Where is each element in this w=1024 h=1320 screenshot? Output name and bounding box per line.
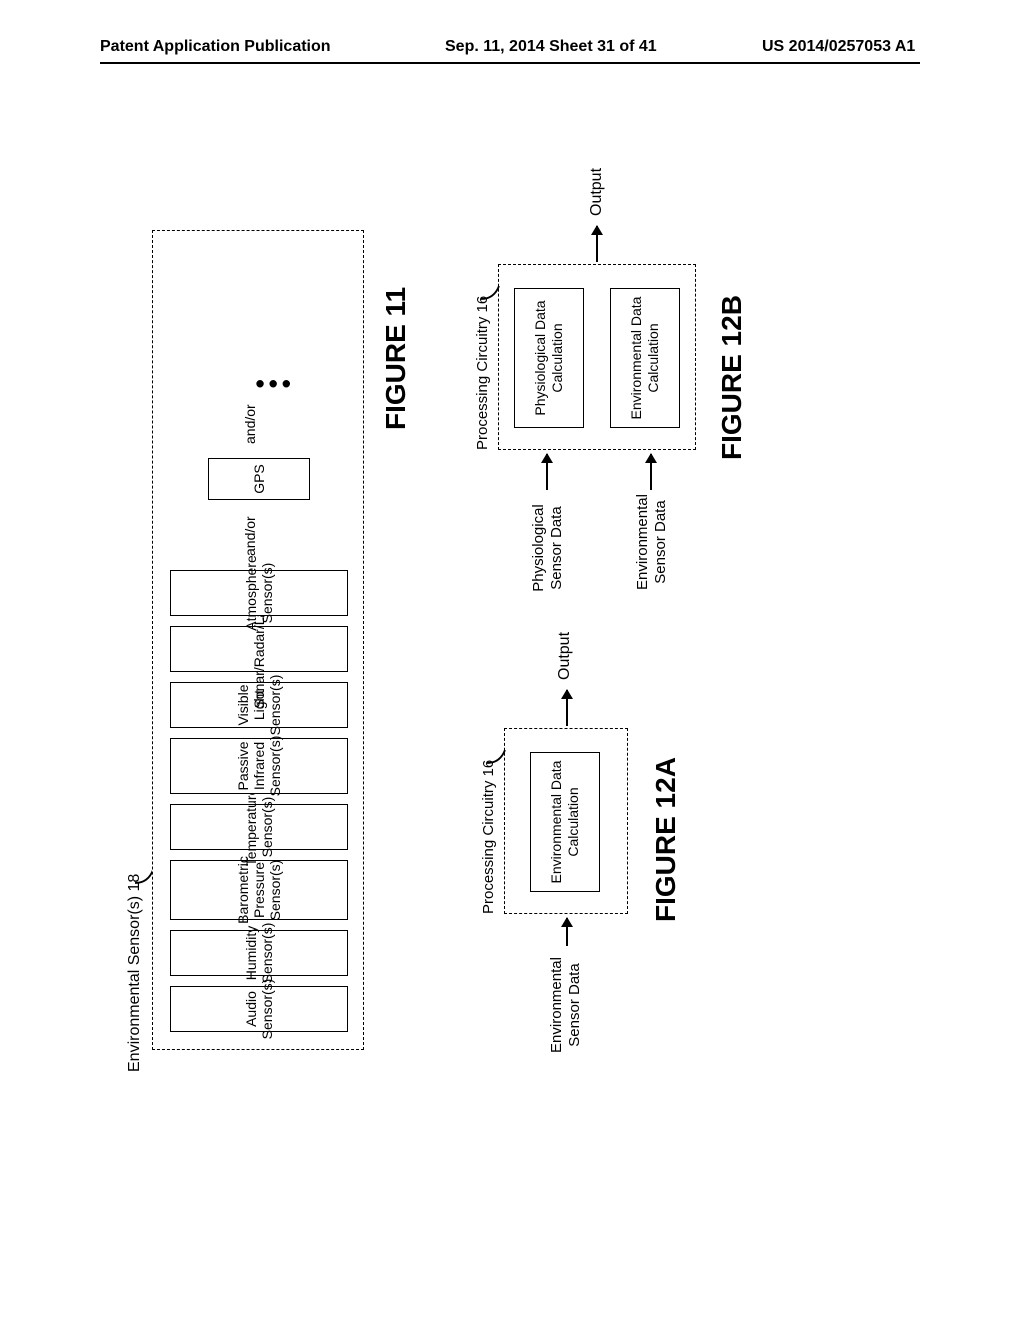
fig11-caption: FIGURE 11 [380,287,412,430]
page: Patent Application Publication Sep. 11, … [0,0,1024,1320]
f12b-input2-label: Environmental Sensor Data [634,484,670,600]
sensor-humidity: Humidity Sensor(s) [170,930,348,976]
fig11-andor-1: and/or [242,516,258,556]
f12a-proc-title: Processing Circuitry 16 [480,760,497,914]
f12b-arrow-in-2 [650,454,652,490]
f12a-calc-box: Environmental Data Calculation [530,752,600,892]
figure-11: Environmental Sensor(s) 18 Audio Sensor(… [120,190,400,1090]
fig11-container-label-text: Environmental Sensor(s) 18 [126,874,143,1072]
header-pubnumber: US 2014/0257053 A1 [762,38,915,56]
header-date-sheet: Sep. 11, 2014 Sheet 31 of 41 [445,38,657,56]
f12b-input1-label: Physiological Sensor Data [530,496,566,600]
f12a-arrow-in [566,918,568,946]
header-rule [100,62,920,64]
sensor-atmosphere: Atmosphere Sensor(s) [170,570,348,616]
f12b-calc2-box: Environmental Data Calculation [610,288,680,428]
sensor-sonar-radar: Sonar/Radar/Ladar [170,626,348,672]
f12a-caption: FIGURE 12A [650,757,682,922]
figures-12: Environmental Sensor Data Processing Cir… [490,190,910,1090]
sensor-audio: Audio Sensor(s) [170,986,348,1032]
f12b-arrow-out [596,226,598,262]
f12b-arrow-in-1 [546,454,548,490]
sensor-gps: GPS [208,458,310,500]
header-publication: Patent Application Publication [100,38,331,56]
f12b-output-label: Output [588,168,606,216]
sensor-barometric: Barometric Pressure Sensor(s) [170,860,348,920]
f12a-output-label: Output [556,632,574,680]
sensor-passive-ir: Passive Infrared Sensor(s) [170,738,348,794]
f12b-calc1-box: Physiological Data Calculation [514,288,584,428]
figure-12b: Physiological Sensor Data Environmental … [490,170,750,590]
sensor-temperature: Temperature Sensor(s) [170,804,348,850]
f12a-input-label: Environmental Sensor Data [548,950,584,1060]
f12b-caption: FIGURE 12B [716,295,748,460]
f12a-arrow-out [566,690,568,726]
fig11-ellipsis: ••• [256,369,295,400]
figure-12a: Environmental Sensor Data Processing Cir… [490,620,710,1090]
fig11-andor-2: and/or [242,404,258,444]
fig11-container-label: Environmental Sensor(s) 18 [126,874,144,1072]
f12b-proc-title: Processing Circuitry 16 [474,296,491,450]
